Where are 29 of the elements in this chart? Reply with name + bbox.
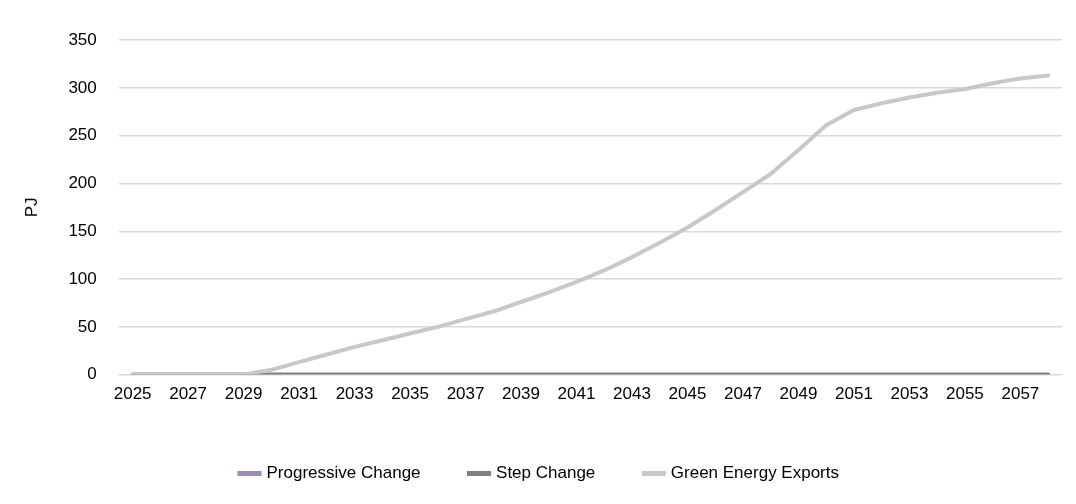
x-tick-label: 2041 xyxy=(557,384,596,404)
y-tick-label: 100 xyxy=(68,268,97,288)
x-tick-label: 2025 xyxy=(113,384,152,404)
y-axis-title: PJ xyxy=(21,197,41,218)
y-tick-label: 350 xyxy=(68,29,97,49)
legend-label: Green Energy Exports xyxy=(670,463,839,483)
y-tick-label: 200 xyxy=(68,173,97,193)
y-tick-label: 0 xyxy=(87,364,97,384)
y-tick-label: 50 xyxy=(77,316,97,336)
x-tick-label: 2035 xyxy=(391,384,429,404)
x-tick-label: 2043 xyxy=(613,384,651,404)
x-tick-label: 2057 xyxy=(1001,384,1040,404)
y-tick-label: 150 xyxy=(68,220,97,240)
x-tick-label: 2049 xyxy=(779,384,818,404)
x-tick-label: 2055 xyxy=(945,384,984,404)
y-tick-label: 300 xyxy=(68,77,97,97)
x-tick-label: 2037 xyxy=(446,384,485,404)
x-tick-label: 2053 xyxy=(890,384,929,404)
legend-label: Progressive Change xyxy=(266,463,421,483)
x-tick-label: 2045 xyxy=(668,384,707,404)
x-tick-label: 2027 xyxy=(169,384,208,404)
x-tick-label: 2033 xyxy=(335,384,374,404)
x-tick-label: 2051 xyxy=(835,384,873,404)
x-tick-label: 2047 xyxy=(724,384,762,404)
y-tick-label: 250 xyxy=(68,125,97,145)
x-tick-label: 2029 xyxy=(224,384,263,404)
x-tick-label: 2039 xyxy=(502,384,540,404)
x-tick-label: 2031 xyxy=(280,384,318,404)
legend-label: Step Change xyxy=(496,463,596,483)
